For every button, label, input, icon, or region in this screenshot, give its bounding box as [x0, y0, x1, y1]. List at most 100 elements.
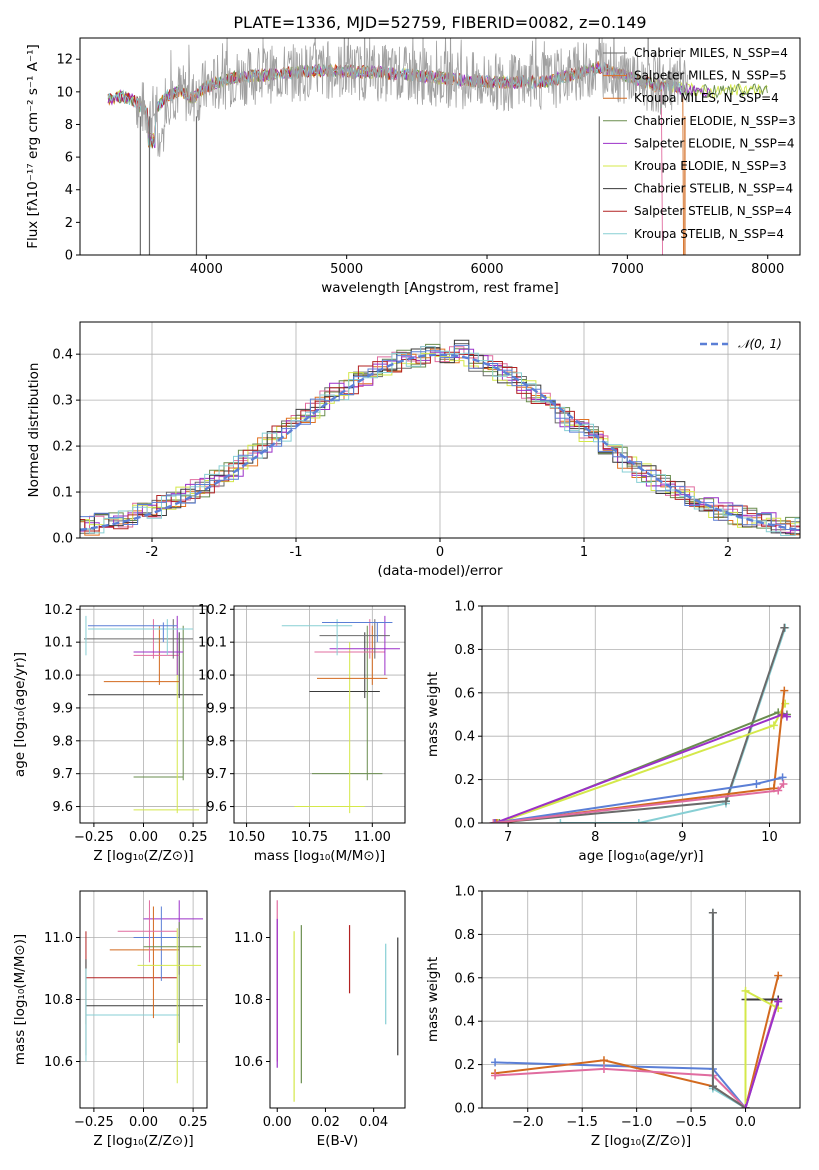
- y-tick-label: 10: [56, 85, 73, 100]
- panel-residuals: -2 -1 0 1 2 0.0 0.1 0.2 0.3 0.4 (data-model)/error…: [26, 321, 801, 579]
- x-tick-label: 0.02: [311, 1115, 340, 1130]
- massweight-marker: [774, 997, 783, 1006]
- x-tick-label: 10.75: [291, 830, 328, 845]
- x-axis-label: E(B-V): [317, 1133, 359, 1149]
- x-axis-label: mass [log₁₀(M/M⊙)]: [254, 848, 385, 864]
- x-tick-label: 5000: [330, 262, 363, 277]
- massweight-marker: [741, 986, 750, 995]
- x-tick-label: −0.25: [74, 1115, 114, 1130]
- y-tick-label: 9.9: [52, 701, 73, 716]
- plot-frame: [79, 37, 801, 256]
- legend-entry: Chabrier STELIB, N_SSP=4: [634, 182, 793, 196]
- y-tick-label: 0.4: [52, 348, 73, 363]
- x-tick-label: 11.00: [354, 830, 391, 845]
- massweight-marker: [490, 819, 499, 823]
- y-tick-label: 10.6: [234, 1055, 263, 1070]
- massweight-series: [494, 776, 783, 823]
- legend-entry: Kroupa MILES, N_SSP=4: [634, 91, 779, 105]
- x-tick-label: 0.00: [129, 830, 158, 845]
- legend-entry: Salpeter MILES, N_SSP=5: [634, 69, 787, 83]
- plot-frame: [269, 890, 406, 1109]
- massweight-marker: [491, 1071, 500, 1080]
- plot-area: [83, 615, 204, 814]
- x-tick-label: 8: [591, 830, 599, 845]
- legend-entry: Salpeter STELIB, N_SSP=4: [634, 204, 792, 218]
- panel-massweight-vs-Z: −2.0 −1.5 −1.0 −0.5 0.0 0.0 0.2 0.4 0.6 0.8 1.0 Z […: [425, 885, 801, 1149]
- massweight-marker: [782, 712, 791, 721]
- massweight-marker: [493, 819, 502, 823]
- y-tick-label: 11.0: [234, 931, 263, 946]
- plot-frame: [79, 890, 208, 1109]
- panel-massweight-vs-age: 7 8 9 10 0.0 0.2 0.4 0.6 0.8 1.0 age [log₁₀(age/yr…: [425, 600, 801, 864]
- y-tick-label: 10.8: [44, 993, 73, 1008]
- panel-age-vs-mass: 10.50 10.75 11.00 9.6 9.7 9.8 9.9 10.0 10.1 10.2 m…: [198, 603, 406, 864]
- y-tick-label: 4: [65, 183, 73, 198]
- x-tick-label: 0.25: [179, 1115, 208, 1130]
- plot-area: [276, 900, 399, 1102]
- y-tick-label: 0.4: [454, 1015, 475, 1030]
- y-axis-label: age [log₁₀(age/yr)]: [12, 652, 28, 777]
- massweight-marker: [774, 786, 783, 795]
- y-tick-label: 0.2: [454, 1058, 475, 1073]
- x-tick-label: 7: [504, 830, 512, 845]
- residual-histogram: [80, 346, 800, 536]
- massweight-marker: [599, 1056, 608, 1065]
- massweight-marker: [556, 819, 565, 823]
- panel-mass-vs-ebv: 0.00 0.02 0.04 10.6 10.8 11.0 E(B-V): [234, 890, 406, 1149]
- y-tick-label: 2: [65, 216, 73, 231]
- x-tick-label: 0.00: [129, 1115, 158, 1130]
- y-axis-label: Flux [fλ10⁻¹⁷ erg cm⁻² s⁻¹ A⁻¹]: [25, 44, 41, 249]
- y-tick-label: 0: [65, 249, 73, 264]
- plot-area: [85, 900, 204, 1084]
- x-tick-label: -1: [290, 545, 303, 560]
- plot-area: [489, 623, 791, 823]
- y-tick-label: 10.8: [234, 993, 263, 1008]
- observed-spectrum-line: [135, 38, 688, 157]
- x-axis-label: (data-model)/error: [377, 563, 503, 579]
- y-tick-label: 9.8: [52, 734, 73, 749]
- x-axis-label: wavelength [Angstrom, rest frame]: [321, 280, 559, 296]
- plot-frame: [79, 605, 208, 824]
- y-tick-label: 10.2: [44, 603, 73, 618]
- y-tick-label: 12: [56, 53, 73, 68]
- y-tick-label: 10.2: [198, 603, 227, 618]
- x-tick-label: 0.00: [263, 1115, 292, 1130]
- y-tick-label: 9.9: [206, 701, 227, 716]
- x-tick-label: 0: [436, 545, 444, 560]
- x-tick-label: 4000: [190, 262, 223, 277]
- y-tick-label: 0.1: [52, 486, 73, 501]
- x-tick-label: 10.50: [228, 830, 265, 845]
- y-tick-label: 0.8: [454, 928, 475, 943]
- y-tick-label: 10.1: [44, 636, 73, 651]
- massweight-marker: [769, 721, 778, 730]
- x-tick-label: 0.25: [179, 830, 208, 845]
- legend-entry: Salpeter ELODIE, N_SSP=4: [634, 136, 795, 150]
- y-tick-label: 0.2: [454, 773, 475, 788]
- massweight-series: [711, 912, 747, 1108]
- y-axis-label: mass weight: [425, 957, 441, 1042]
- model-spectrum-line: [107, 61, 684, 255]
- x-tick-label: 1: [580, 545, 588, 560]
- plot-area: [107, 38, 768, 255]
- residual-histogram: [80, 344, 800, 530]
- panel-spectrum: 4000 5000 6000 7000 8000 0 2 4 6 8 10 12 wavelength …: [25, 37, 801, 296]
- massweight-marker: [752, 779, 761, 788]
- x-tick-label: 6000: [470, 262, 503, 277]
- y-tick-label: 0.0: [52, 532, 73, 547]
- x-tick-label: −2.0: [512, 1115, 544, 1130]
- y-axis-label: mass weight: [425, 672, 441, 757]
- x-tick-label: 10: [761, 830, 778, 845]
- massweight-marker: [599, 1064, 608, 1073]
- spectrum-legend: Chabrier MILES, N_SSP=4 Salpeter MILES, N…: [603, 46, 796, 241]
- x-tick-label: −1.0: [621, 1115, 653, 1130]
- massweight-marker: [708, 1082, 717, 1091]
- y-tick-label: 6: [65, 151, 73, 166]
- legend-entry: Kroupa STELIB, N_SSP=4: [634, 227, 784, 241]
- plot-area: [281, 615, 400, 814]
- charts: 4000 5000 6000 7000 8000024681012wavelength …: [12, 37, 801, 1149]
- y-tick-label: 0.0: [454, 1102, 475, 1117]
- y-tick-label: 10.0: [44, 669, 73, 684]
- y-tick-label: 10.6: [44, 1055, 73, 1070]
- plot-area: [491, 908, 783, 1108]
- massweight-marker: [778, 773, 787, 782]
